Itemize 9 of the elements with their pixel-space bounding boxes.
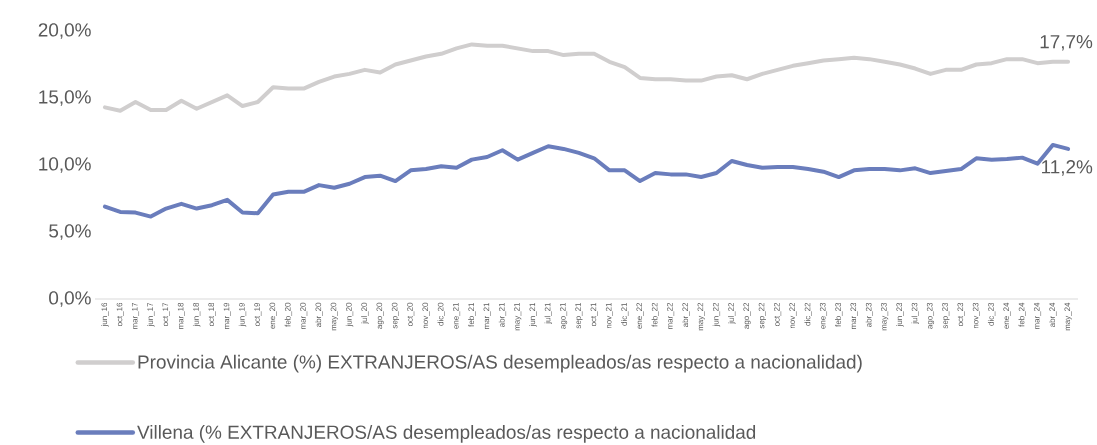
legend-label: Provincia Alicante (%) EXTRANJEROS/AS desempleados/as respecto a nacionalidad) [138, 354, 862, 373]
y-tick-label: 0,0% [49, 291, 91, 307]
y-tick-label: 10,0% [39, 157, 91, 173]
legend-label: Villena (% EXTRANJEROS/AS desempleados/as respecto a nacionalidad [137, 424, 756, 443]
annotation: 17,7% [1040, 35, 1093, 51]
y-tick-label: 15,0% [39, 90, 91, 106]
y-tick-label: 5,0% [49, 224, 91, 240]
y-tick-label: 20,0% [38, 23, 91, 39]
annotation: 11,2% [1042, 160, 1093, 176]
